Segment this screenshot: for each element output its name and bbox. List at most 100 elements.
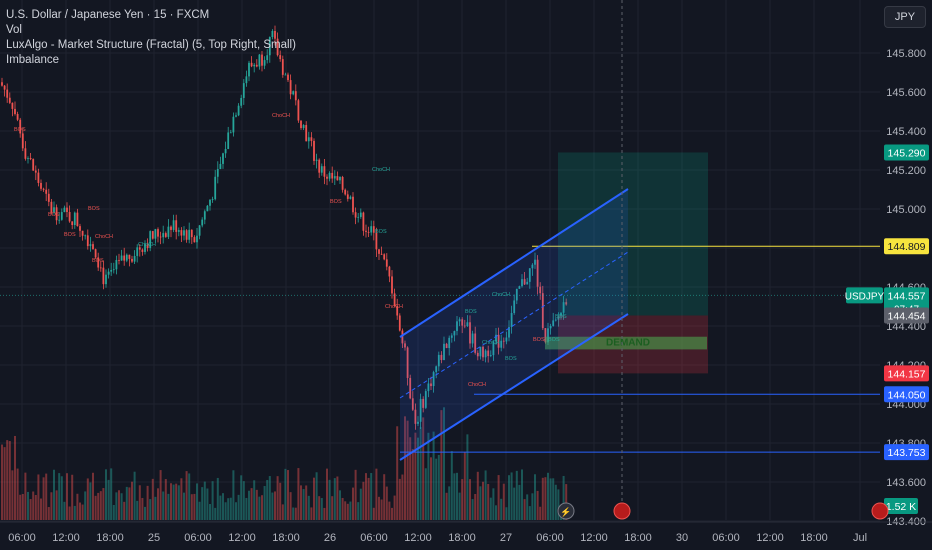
price-badge-145.290[interactable]	[884, 144, 929, 161]
candle-body	[183, 230, 185, 236]
volume-bar	[398, 478, 401, 520]
candle-body	[206, 205, 209, 212]
volume-badge[interactable]	[884, 498, 918, 514]
time-tick-label: 18:00	[624, 532, 652, 544]
volume-bar	[432, 431, 435, 520]
volume-badge-text: 1.52 K	[886, 501, 916, 513]
volume-bar	[469, 479, 471, 520]
candle-body	[47, 193, 50, 202]
structure-label: BOS	[533, 337, 545, 343]
volume-bar	[3, 447, 6, 520]
candle-body	[406, 347, 409, 378]
volume-bar	[515, 470, 518, 520]
volume-bar	[203, 481, 206, 520]
candle-body	[24, 148, 27, 159]
candle-body	[554, 319, 557, 321]
candle-body	[471, 333, 474, 344]
candle-body	[281, 59, 284, 75]
candle-body	[40, 182, 42, 189]
price-tick-label: 145.800	[886, 48, 926, 60]
event-flag-icon[interactable]	[871, 502, 889, 520]
candle-body	[16, 113, 19, 120]
volume-bar	[409, 437, 412, 520]
volume-bar	[300, 485, 302, 520]
candle-body	[536, 259, 539, 287]
volume-bar	[510, 472, 513, 520]
volume-bar	[284, 468, 287, 520]
volume-bar	[268, 476, 271, 520]
symbol-badge[interactable]	[846, 287, 883, 304]
candle-body	[534, 259, 536, 265]
time-tick-label: 12:00	[228, 532, 256, 544]
volume-bar	[404, 416, 406, 520]
indicator-vol[interactable]: Vol	[6, 24, 22, 36]
volume-bar	[167, 493, 170, 520]
candle-body	[398, 315, 401, 331]
candle-body	[445, 343, 448, 349]
candle-body	[333, 176, 336, 179]
candle-body	[8, 97, 11, 103]
candle-body	[86, 235, 89, 247]
candle-body	[328, 172, 331, 179]
price-badge-144.050[interactable]	[884, 386, 929, 403]
volume-bar	[458, 492, 461, 520]
us-flag-icon[interactable]	[613, 502, 631, 520]
price-badge-144.454[interactable]	[884, 307, 929, 324]
candle-body	[222, 153, 224, 164]
volume-bar	[437, 454, 440, 520]
candle-body	[237, 105, 240, 116]
time-tick-label: 12:00	[580, 532, 608, 544]
price-badge-144.809[interactable]	[884, 238, 929, 255]
candle-body	[136, 247, 139, 256]
take-profit-zone[interactable]	[558, 152, 708, 316]
time-tick-label: 18:00	[96, 532, 124, 544]
volume-bar	[110, 468, 113, 520]
volume-bar	[86, 478, 89, 520]
currency-button[interactable]: JPY	[884, 6, 926, 28]
candle-body	[544, 328, 547, 343]
structure-label: BOS	[375, 229, 387, 235]
candle-body	[492, 341, 495, 356]
indicator-imbalance[interactable]: Imbalance	[6, 54, 60, 66]
candle-body	[458, 319, 461, 322]
candle-body	[456, 321, 458, 332]
candle-body	[89, 244, 92, 247]
indicator-market-structure[interactable]: LuxAlgo - Market Structure (Fractal) (5,…	[6, 39, 296, 51]
candle-body	[411, 398, 414, 410]
volume-bar	[40, 498, 42, 520]
volume-bar	[292, 507, 295, 520]
candle-body	[37, 172, 40, 183]
candle-body	[250, 62, 253, 67]
candle-body	[500, 340, 503, 348]
candle-body	[180, 230, 183, 236]
candle-body	[362, 212, 365, 231]
candle-body	[391, 276, 393, 294]
volume-bar	[565, 484, 568, 520]
volume-bar	[157, 488, 159, 520]
volume-bar	[549, 478, 552, 520]
volume-bar	[73, 505, 76, 520]
demand-zone[interactable]	[545, 336, 707, 350]
candle-body	[240, 97, 243, 106]
candle-body	[1, 82, 3, 86]
candle-body	[201, 219, 204, 226]
candle-body	[378, 249, 380, 254]
volume-bar	[326, 468, 328, 520]
candle-body	[34, 170, 37, 173]
volume-bar	[97, 492, 100, 520]
lightning-icon[interactable]	[557, 502, 575, 520]
symbol-title[interactable]: U.S. Dollar / Japanese Yen · 15 · FXCM	[6, 9, 210, 21]
volume-bar	[16, 468, 19, 520]
channel-lower-line[interactable]	[399, 313, 629, 461]
price-badge-144.157[interactable]	[884, 365, 929, 382]
channel-upper-line[interactable]	[399, 188, 629, 338]
lightning-icon-glyph: ⚡	[560, 506, 571, 518]
candle-body	[196, 235, 198, 243]
price-badge-143.753[interactable]	[884, 444, 929, 461]
candle-body	[115, 259, 118, 270]
candle-body	[393, 293, 396, 306]
candle-body	[263, 60, 266, 66]
candle-body	[227, 132, 230, 150]
